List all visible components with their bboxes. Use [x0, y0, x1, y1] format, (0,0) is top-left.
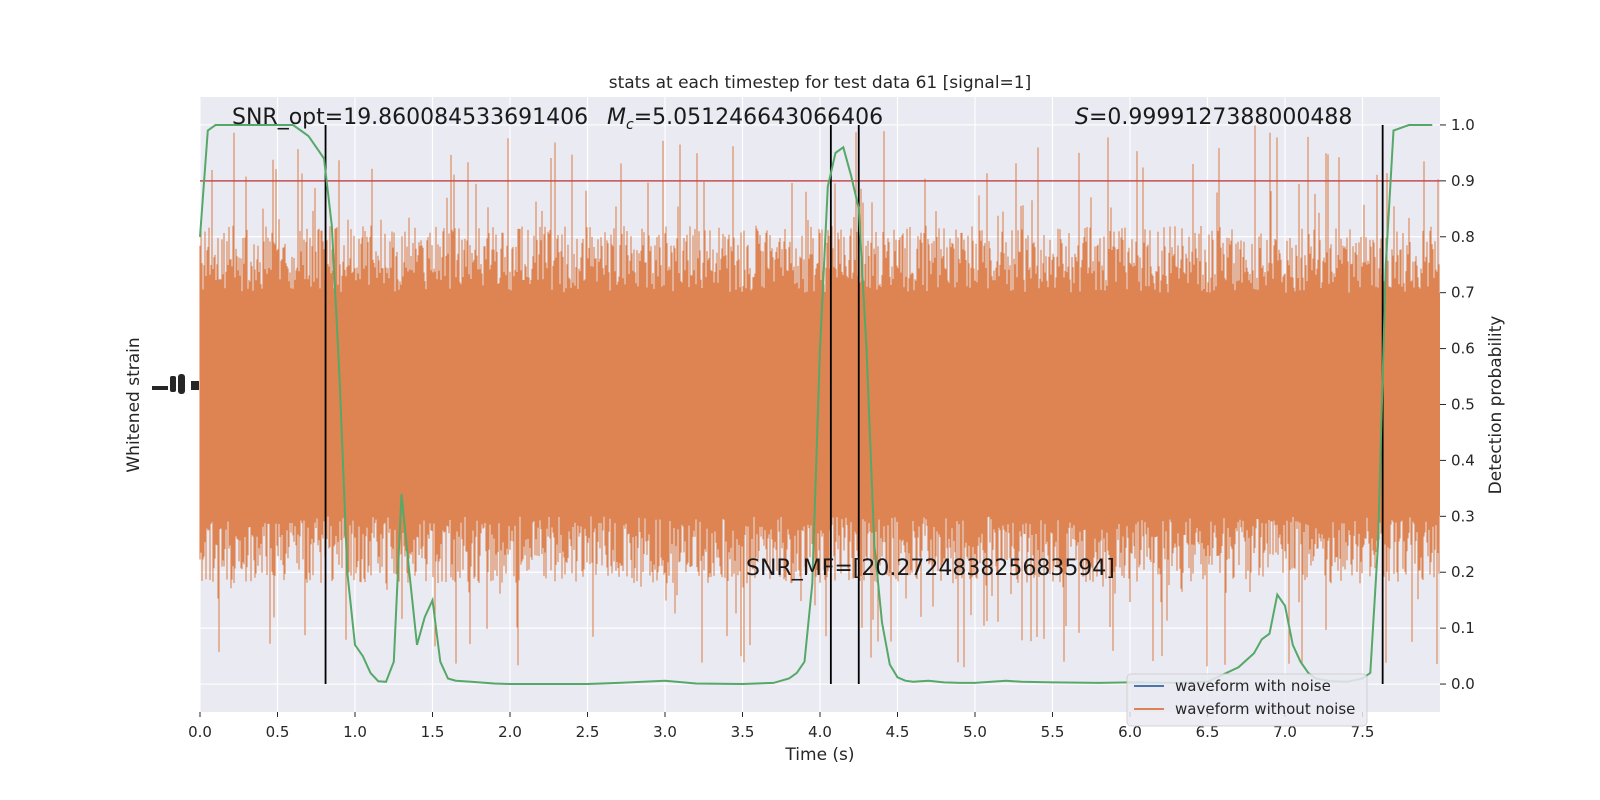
- x-tick-label: 1.0: [343, 723, 367, 741]
- x-tick-label: 6.0: [1118, 723, 1142, 741]
- snr-mf-annotation: SNR_MF=[20.272483825683594]: [746, 556, 1115, 581]
- legend-box: [1126, 673, 1368, 727]
- chart-title: stats at each timestep for test data 61 …: [609, 73, 1032, 93]
- y-tick-label: 0.3: [1451, 507, 1475, 525]
- legend-label-without-noise: waveform without noise: [1175, 700, 1355, 718]
- detection-probability-line: [199, 124, 1433, 686]
- legend-label-with-noise: waveform with noise: [1175, 677, 1331, 695]
- x-tick-label: 0.0: [188, 723, 212, 741]
- x-tick-label: 4.0: [808, 723, 832, 741]
- y-axis-right-ticks: 0.0 0.1 0.2 0.3 0.4 0.5 0.6 0.7 0.8 0.9 1.0: [1440, 116, 1475, 693]
- y-tick-label: 0.1: [1451, 619, 1475, 637]
- y-tick-label: 1.0: [1451, 116, 1475, 134]
- y-tick-label: 0.6: [1451, 340, 1475, 358]
- detection-probability-path: [199, 124, 1433, 686]
- x-tick-label: 4.5: [886, 723, 910, 741]
- x-tick-label: 3.5: [731, 723, 755, 741]
- x-axis-ticks: 0.0 0.5 1.0 1.5 2.0 2.5 3.0 3.5 4.0 4.5 5.0 5.5 6.0 6…: [188, 712, 1374, 741]
- x-tick-label: 2.0: [498, 723, 522, 741]
- chirp-mass-annotation: Mc=5.051246643066406: [607, 105, 883, 133]
- y-axis-right-label: Detection probability: [1486, 316, 1506, 495]
- y-tick-label: 0.2: [1451, 563, 1475, 581]
- y-tick-label: 0.0: [1451, 675, 1475, 693]
- x-tick-label: 6.5: [1196, 723, 1220, 741]
- waveform-core-band: [200, 292, 1440, 517]
- legend: waveform with noise waveform without noi…: [1126, 673, 1368, 727]
- x-tick-label: 5.0: [963, 723, 987, 741]
- x-tick-label: 3.0: [653, 723, 677, 741]
- x-tick-label: 1.5: [421, 723, 445, 741]
- x-tick-label: 5.5: [1041, 723, 1065, 741]
- snr-opt-annotation: SNR_opt=19.860084533691406: [232, 105, 588, 130]
- left-axis-overlapping-ticks: [152, 374, 199, 394]
- y-tick-label: 0.8: [1451, 228, 1475, 246]
- x-tick-label: 7.5: [1351, 723, 1375, 741]
- y-tick-label: 0.5: [1451, 396, 1475, 414]
- y-tick-label: 0.9: [1451, 172, 1475, 190]
- x-tick-label: 7.0: [1273, 723, 1297, 741]
- y-tick-label: 0.7: [1451, 284, 1475, 302]
- x-tick-label: 2.5: [576, 723, 600, 741]
- x-axis-label: Time (s): [784, 745, 854, 765]
- x-tick-label: 0.5: [266, 723, 290, 741]
- y-axis-left-label: Whitened strain: [124, 337, 144, 472]
- y-tick-label: 0.4: [1451, 451, 1475, 469]
- s-annotation: S=0.9999127388000488: [1075, 105, 1352, 130]
